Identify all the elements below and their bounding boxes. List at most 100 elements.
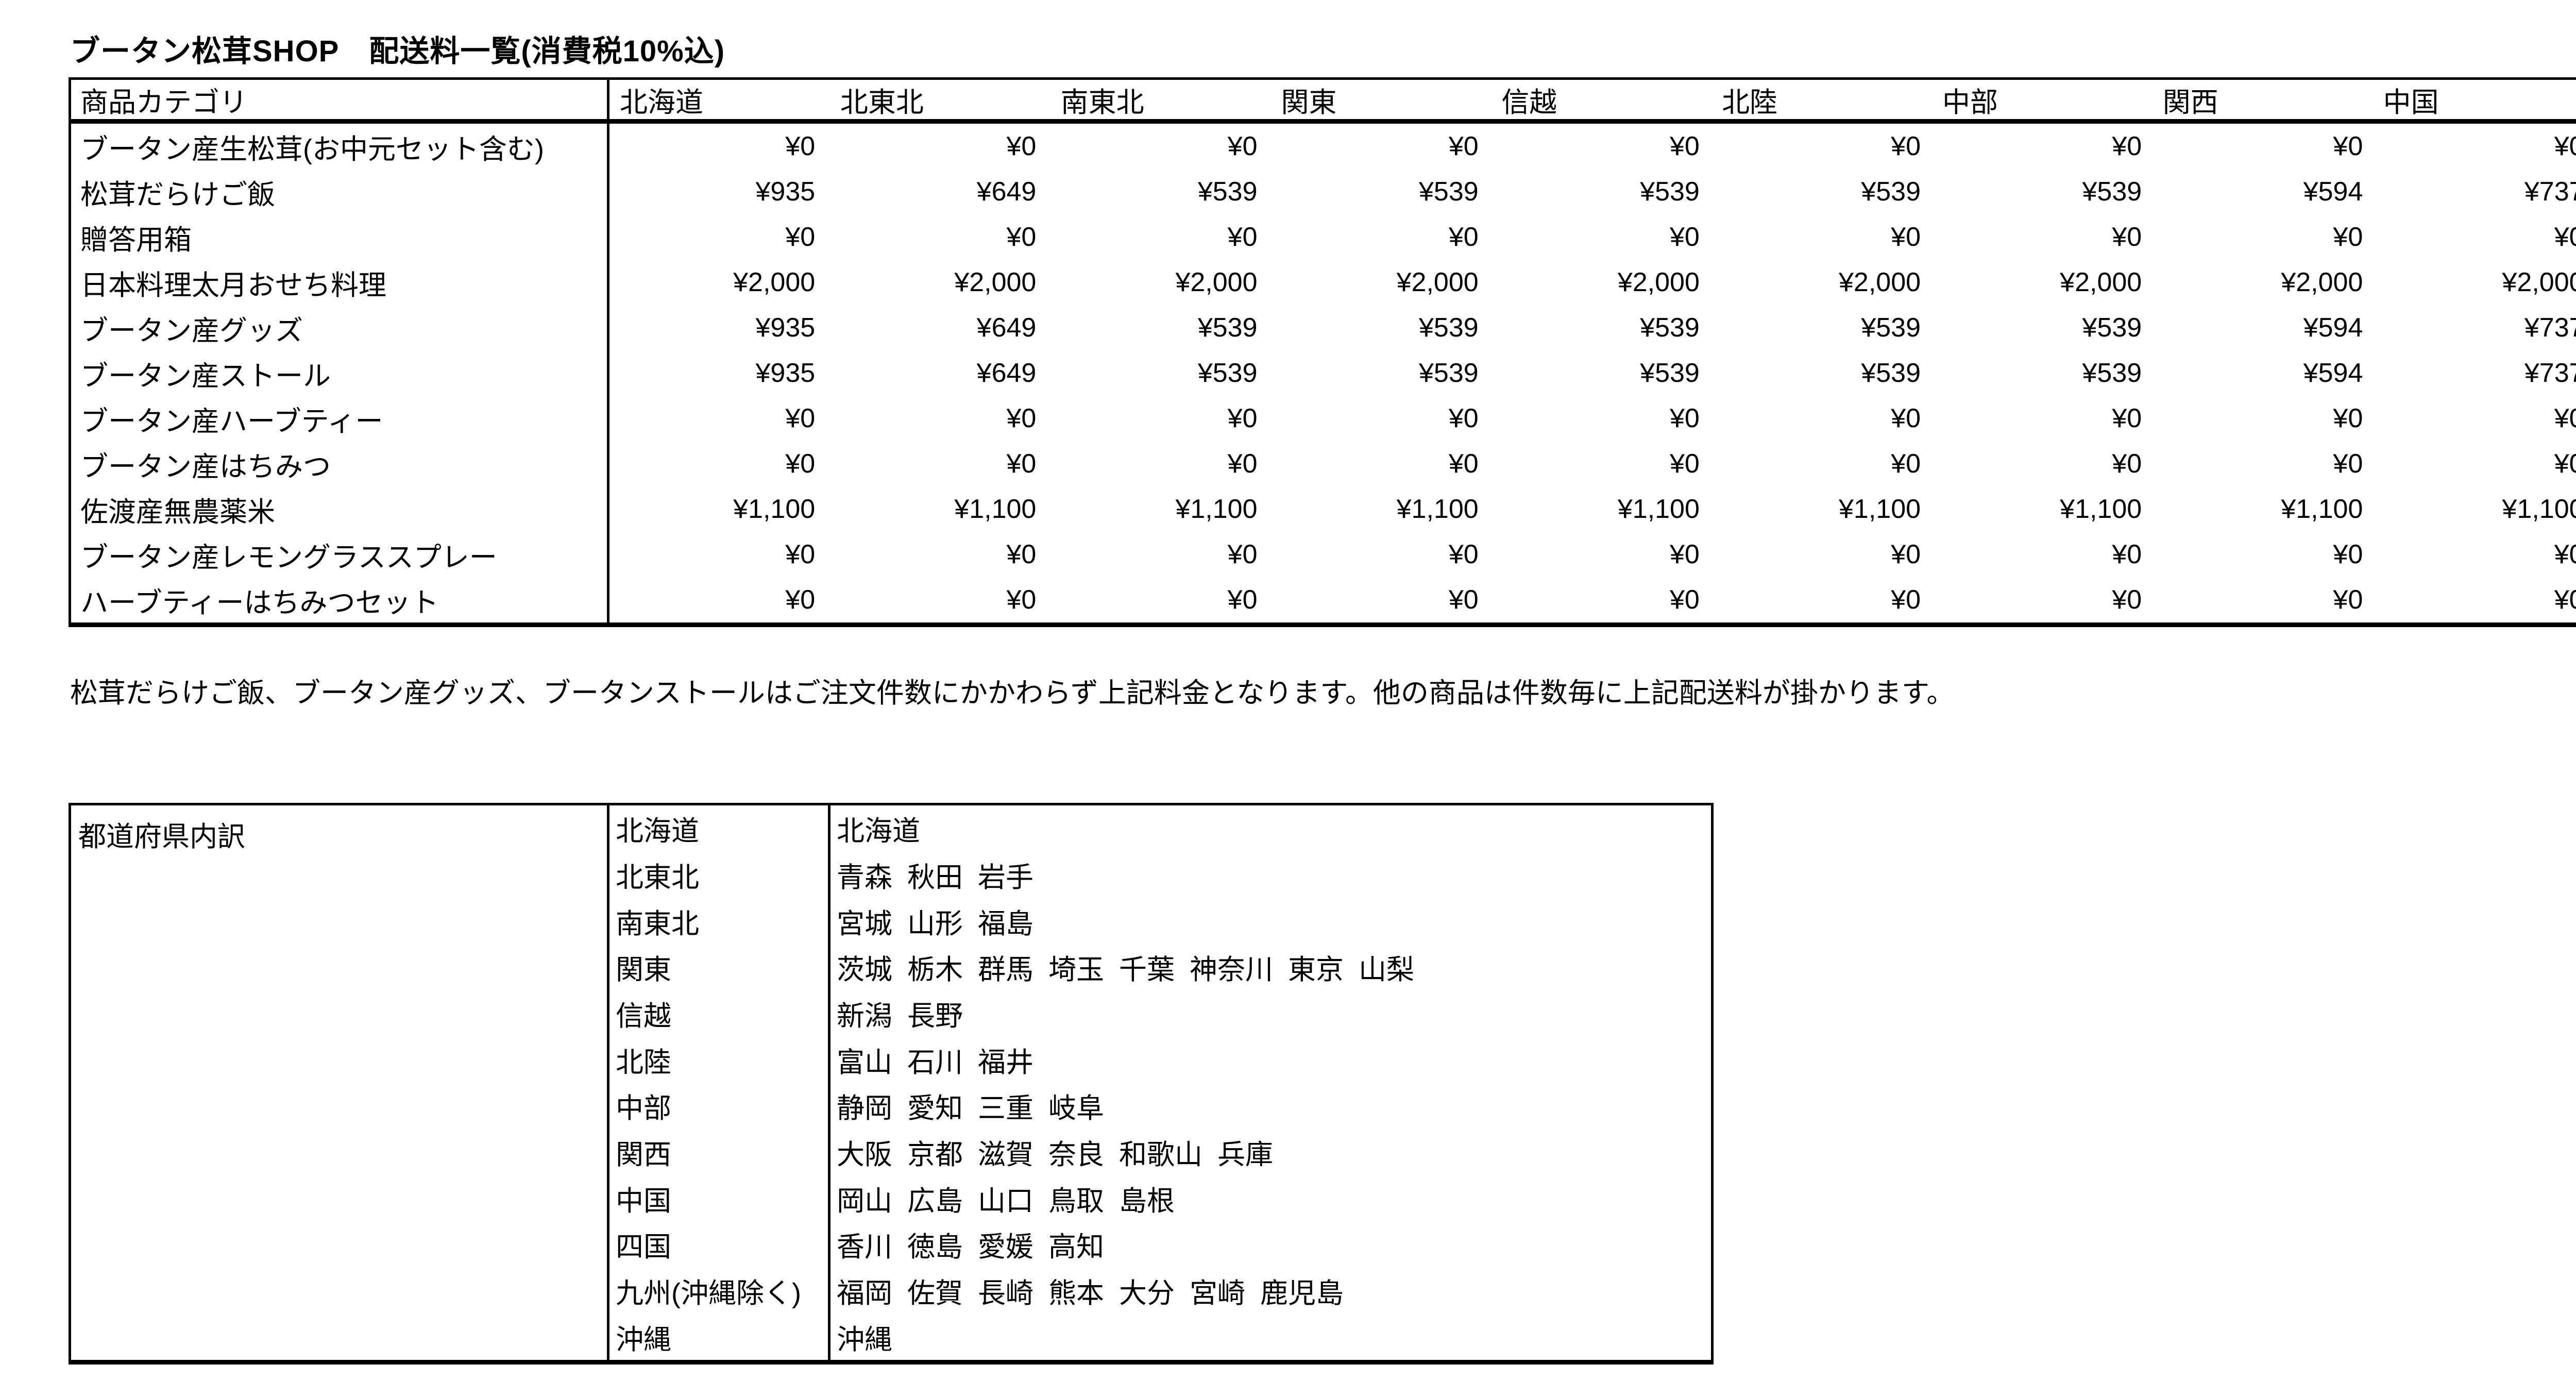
fee-cell-kansai: ¥0 — [2333, 403, 2363, 433]
fee-cell-minami-tohoku: ¥0 — [1227, 403, 1258, 433]
fee-cell-kansai: ¥594 — [2303, 358, 2363, 388]
fee-cell-chugoku: ¥737 — [2524, 358, 2576, 388]
region-name-cell: 九州(沖縄除く) — [616, 1278, 801, 1309]
fee-cell-minami-tohoku: ¥1,100 — [1175, 494, 1258, 524]
column-header-region: 北海道 — [620, 87, 703, 118]
product-category-cell: ブータン産生松茸(お中元セット含む) — [71, 124, 609, 169]
region-name-cell: 中国 — [616, 1185, 671, 1217]
region-name-cell: 沖縄 — [616, 1324, 671, 1355]
column-header-region: 関西 — [2162, 87, 2218, 118]
fee-cell-shinetsu: ¥1,100 — [1617, 494, 1700, 524]
fee-cell-chugoku: ¥0 — [2554, 449, 2576, 479]
table-row: ブータン産はちみつ ¥0 ¥0 ¥0 ¥0 ¥0 ¥0 ¥0 ¥0 ¥0 ¥0 … — [71, 441, 2576, 486]
fee-cell-kanto: ¥0 — [1448, 540, 1479, 569]
fee-cell-chugoku: ¥737 — [2524, 177, 2576, 207]
table-row: 日本料理太月おせち料理 ¥2,000 ¥2,000 ¥2,000 ¥2,000 … — [71, 260, 2576, 305]
prefecture-list-cell: 富山 石川 福井 — [837, 1047, 1034, 1078]
fee-cell-hokuriku: ¥0 — [1891, 403, 1921, 433]
region-name-cell: 南東北 — [616, 908, 699, 939]
prefecture-list-cell: 香川 徳島 愛媛 高知 — [837, 1232, 1105, 1263]
column-header-region: 北東北 — [840, 87, 924, 118]
fee-cell-minami-tohoku: ¥0 — [1227, 449, 1258, 479]
fee-cell-hokuriku: ¥0 — [1891, 131, 1921, 161]
fee-cell-kanto: ¥539 — [1419, 313, 1479, 343]
fee-cell-minami-tohoku: ¥0 — [1227, 585, 1258, 615]
product-category-cell: ブータン産はちみつ — [71, 441, 609, 486]
fee-cell-chubu: ¥539 — [2082, 177, 2142, 207]
fee-cell-hokkaido: ¥935 — [755, 313, 816, 343]
column-header-region: 信越 — [1501, 87, 1557, 118]
fee-cell-kanto: ¥0 — [1448, 222, 1479, 252]
fee-cell-kanto: ¥539 — [1419, 358, 1479, 388]
fee-cell-kita-tohoku: ¥1,100 — [954, 494, 1037, 524]
fee-cell-kita-tohoku: ¥0 — [1006, 222, 1037, 252]
table-row: 松茸だらけご飯 ¥935 ¥649 ¥539 ¥539 ¥539 ¥539 ¥5… — [71, 169, 2576, 214]
fee-cell-minami-tohoku: ¥539 — [1197, 313, 1258, 343]
fee-cell-kita-tohoku: ¥649 — [976, 313, 1037, 343]
table-row: ブータン産グッズ ¥935 ¥649 ¥539 ¥539 ¥539 ¥539 ¥… — [71, 305, 2576, 350]
fee-cell-shinetsu: ¥539 — [1640, 177, 1700, 207]
fee-cell-chugoku: ¥737 — [2524, 313, 2576, 343]
fee-cell-kansai: ¥0 — [2333, 222, 2363, 252]
column-header-region: 南東北 — [1060, 87, 1144, 118]
product-category-cell: ブータン産レモングラススプレー — [71, 532, 609, 577]
column-header-region: 北陸 — [1722, 87, 1778, 118]
prefecture-breakdown-table: 都道府県内訳 北海道 北東北 南東北 関東 信越 北陸 中部 関西 中国 四国 — [69, 803, 1714, 1365]
fee-cell-shinetsu: ¥0 — [1670, 449, 1700, 479]
fee-cell-chugoku: ¥2,000 — [2502, 267, 2576, 297]
table-row: 佐渡産無農薬米 ¥1,100 ¥1,100 ¥1,100 ¥1,100 ¥1,1… — [71, 486, 2576, 532]
fee-cell-hokuriku: ¥0 — [1891, 540, 1921, 569]
fee-cell-hokuriku: ¥539 — [1861, 358, 1921, 388]
product-category-cell: ブータン産グッズ — [71, 305, 609, 350]
product-category-cell: ブータン産ハーブティー — [71, 396, 609, 441]
table-row: ブータン産レモングラススプレー ¥0 ¥0 ¥0 ¥0 ¥0 ¥0 ¥0 ¥0 … — [71, 532, 2576, 577]
fee-cell-kansai: ¥1,100 — [2281, 494, 2363, 524]
fee-cell-chubu: ¥0 — [2112, 222, 2142, 252]
fee-cell-kansai: ¥0 — [2333, 449, 2363, 479]
fee-cell-hokuriku: ¥539 — [1861, 177, 1921, 207]
fee-cell-kita-tohoku: ¥0 — [1006, 131, 1037, 161]
region-name-cell: 信越 — [616, 1001, 671, 1032]
region-name-cell: 関西 — [616, 1139, 671, 1171]
fee-cell-kansai: ¥0 — [2333, 585, 2363, 615]
fee-cell-chugoku: ¥0 — [2554, 222, 2576, 252]
fee-cell-kita-tohoku: ¥0 — [1006, 540, 1037, 569]
fee-cell-hokkaido: ¥0 — [785, 585, 816, 615]
fee-cell-kita-tohoku: ¥649 — [976, 358, 1037, 388]
fee-cell-chubu: ¥1,100 — [2060, 494, 2142, 524]
region-column-headers: 北海道 北東北 南東北 関東 信越 北陸 中部 関西 中国 — [609, 80, 2576, 119]
column-header-region: 関東 — [1281, 87, 1337, 118]
region-name-cell: 関東 — [616, 954, 671, 986]
prefecture-list-column: 北海道 青森 秋田 岩手 宮城 山形 福島 茨城 栃木 群馬 埼玉 千葉 神奈川… — [831, 805, 1711, 1360]
fee-cell-shinetsu: ¥0 — [1670, 403, 1700, 433]
prefecture-breakdown-title-cell: 都道府県内訳 — [71, 805, 609, 1360]
table-row: ハーブティーはちみつセット ¥0 ¥0 ¥0 ¥0 ¥0 ¥0 ¥0 ¥0 ¥0… — [71, 577, 2576, 622]
fee-cell-hokkaido: ¥2,000 — [733, 267, 816, 297]
fee-cell-chugoku: ¥1,100 — [2502, 494, 2576, 524]
fee-cell-kita-tohoku: ¥2,000 — [954, 267, 1037, 297]
fee-cell-kita-tohoku: ¥0 — [1006, 585, 1037, 615]
table-row: ブータン産生松茸(お中元セット含む) ¥0 ¥0 ¥0 ¥0 ¥0 ¥0 ¥0 … — [71, 124, 2576, 169]
fee-cell-kanto: ¥539 — [1419, 177, 1479, 207]
fee-cell-chugoku: ¥0 — [2554, 585, 2576, 615]
fee-cell-kanto: ¥1,100 — [1396, 494, 1479, 524]
fee-cell-chubu: ¥0 — [2112, 449, 2142, 479]
region-name-cell: 北東北 — [616, 862, 699, 893]
product-category-cell: 佐渡産無農薬米 — [71, 486, 609, 532]
fee-cell-shinetsu: ¥2,000 — [1617, 267, 1700, 297]
fee-cell-chubu: ¥2,000 — [2060, 267, 2142, 297]
fee-cell-kanto: ¥0 — [1448, 131, 1479, 161]
prefecture-list-cell: 青森 秋田 岩手 — [837, 862, 1034, 893]
region-name-column: 北海道 北東北 南東北 関東 信越 北陸 中部 関西 中国 四国 九州(沖縄除く… — [609, 805, 831, 1360]
product-category-cell: ハーブティーはちみつセット — [71, 577, 609, 622]
table-row: ブータン産ストール ¥935 ¥649 ¥539 ¥539 ¥539 ¥539 … — [71, 350, 2576, 396]
shipping-note: 松茸だらけご飯、ブータン産グッズ、ブータンストールはご注文件数にかかわらず上記料… — [70, 678, 1955, 709]
fee-cell-shinetsu: ¥0 — [1670, 540, 1700, 569]
table-row: 贈答用箱 ¥0 ¥0 ¥0 ¥0 ¥0 ¥0 ¥0 ¥0 ¥0 ¥0 ¥0 ¥0 — [71, 214, 2576, 260]
fee-cell-hokkaido: ¥1,100 — [733, 494, 816, 524]
fee-cell-chugoku: ¥0 — [2554, 131, 2576, 161]
fee-cell-hokkaido: ¥935 — [755, 177, 816, 207]
region-name-cell: 北海道 — [616, 816, 699, 847]
fee-cell-kita-tohoku: ¥0 — [1006, 449, 1037, 479]
